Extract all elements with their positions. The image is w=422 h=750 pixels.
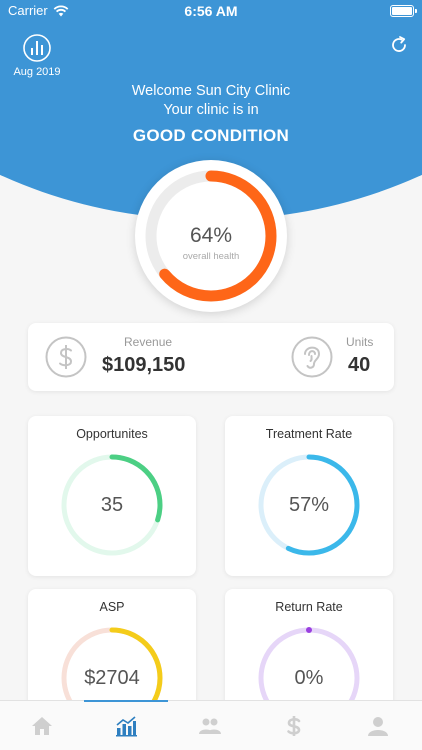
units-label: Units xyxy=(346,335,374,349)
home-icon xyxy=(32,717,52,735)
status-bar: Carrier 6:56 AM xyxy=(0,0,422,22)
users-icon xyxy=(199,718,221,734)
welcome-line: Welcome Sun City Clinic xyxy=(131,83,291,99)
wifi-icon xyxy=(53,4,69,16)
revenue-label: Revenue xyxy=(124,335,173,349)
metric-title: Opportunites xyxy=(76,427,148,441)
health-label: overall health xyxy=(182,251,240,262)
dollar-icon xyxy=(45,336,87,378)
revenue-value: $109,150 xyxy=(102,354,186,376)
profile-icon xyxy=(368,717,388,736)
carrier: Carrier xyxy=(8,3,69,18)
metric-card-opportunities[interactable]: Opportunites 35 xyxy=(28,416,196,576)
ear-icon xyxy=(291,336,333,378)
tab-home[interactable] xyxy=(0,701,84,750)
health-progress-arc xyxy=(145,170,277,302)
metric-value: 0% xyxy=(294,667,324,689)
tab-users[interactable] xyxy=(168,701,252,750)
condition-label: GOOD CONDITION xyxy=(132,126,290,145)
battery-icon xyxy=(390,5,417,17)
metric-ring xyxy=(258,454,360,556)
metric-value: 35 xyxy=(100,494,124,516)
summary-card: Revenue $109,150 Units 40 xyxy=(28,323,394,391)
tab-revenue[interactable] xyxy=(252,701,336,750)
metric-title: ASP xyxy=(99,600,125,614)
dashboard-chart-icon xyxy=(116,716,137,737)
units-value: 40 xyxy=(348,354,371,376)
period-selector[interactable]: Aug 2019 xyxy=(12,33,62,78)
status-prefix: Your clinic is in xyxy=(163,102,259,118)
tab-profile[interactable] xyxy=(336,701,420,750)
health-value: 64% xyxy=(189,224,233,247)
dollar-icon xyxy=(287,716,301,736)
chart-circle-icon xyxy=(23,34,51,62)
overall-health-gauge: 64% overall health xyxy=(135,160,287,312)
carrier-label: Carrier xyxy=(8,3,48,18)
metric-title: Treatment Rate xyxy=(265,427,353,441)
metric-progress-arc xyxy=(258,627,360,729)
metric-value: 57% xyxy=(288,494,330,516)
metric-title: Return Rate xyxy=(275,600,343,614)
metric-value: $2704 xyxy=(84,667,140,689)
clock: 6:56 AM xyxy=(184,3,238,19)
refresh-icon[interactable] xyxy=(388,34,410,56)
period-label: Aug 2019 xyxy=(13,66,61,78)
metric-ring xyxy=(61,454,163,556)
tab-bar xyxy=(0,700,422,750)
metric-card-treatment-rate[interactable]: Treatment Rate 57% xyxy=(225,416,393,576)
active-tab-indicator xyxy=(84,700,168,702)
metric-progress-arc xyxy=(258,454,360,556)
metric-progress-arc xyxy=(61,454,163,556)
welcome-block: Welcome Sun City Clinic Your clinic is i… xyxy=(0,82,422,146)
metric-progress-arc xyxy=(61,627,163,729)
tab-dashboard[interactable] xyxy=(84,701,168,750)
